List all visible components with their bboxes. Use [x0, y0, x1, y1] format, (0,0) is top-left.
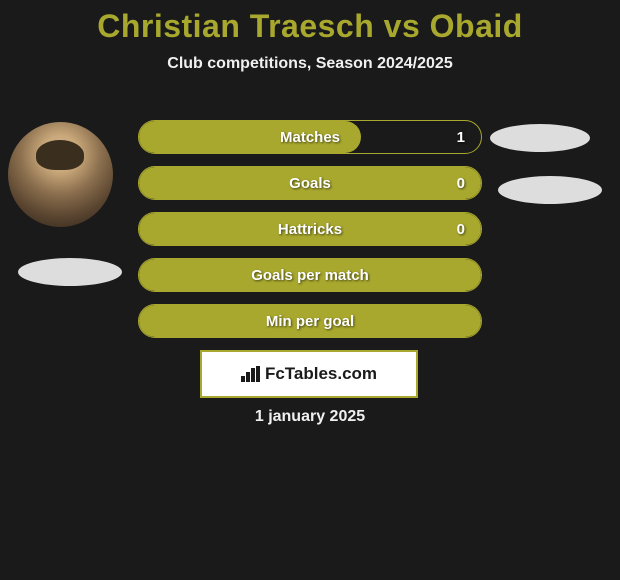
page-title: Christian Traesch vs Obaid [0, 8, 620, 45]
logo-inner: FcTables.com [202, 352, 416, 396]
logo-text: FcTables.com [265, 364, 377, 384]
player-right-ellipse-1 [490, 124, 590, 152]
bar-label: Min per goal [139, 313, 481, 330]
bar-chart-icon [241, 366, 261, 382]
bar-label: Goals per match [139, 267, 481, 284]
player-right-ellipse-2 [498, 176, 602, 204]
bar-goals-per-match: Goals per match [138, 258, 482, 292]
bar-label: Matches [139, 129, 481, 146]
bar-min-per-goal: Min per goal [138, 304, 482, 338]
subtitle: Club competitions, Season 2024/2025 [0, 55, 620, 73]
player-left-shadow-ellipse [18, 258, 122, 286]
bar-label: Goals [139, 175, 481, 192]
comparison-card: Christian Traesch vs Obaid Club competit… [0, 0, 620, 580]
bar-goals: Goals 0 [138, 166, 482, 200]
bar-value: 0 [457, 175, 465, 192]
bar-value: 0 [457, 221, 465, 238]
footer-date: 1 january 2025 [0, 408, 620, 426]
bar-label: Hattricks [139, 221, 481, 238]
bar-matches: Matches 1 [138, 120, 482, 154]
player-left-avatar [8, 122, 113, 227]
stat-bars: Matches 1 Goals 0 Hattricks 0 Goals per … [138, 120, 482, 350]
bar-hattricks: Hattricks 0 [138, 212, 482, 246]
fctables-logo[interactable]: FcTables.com [200, 350, 418, 398]
bar-value: 1 [457, 129, 465, 146]
